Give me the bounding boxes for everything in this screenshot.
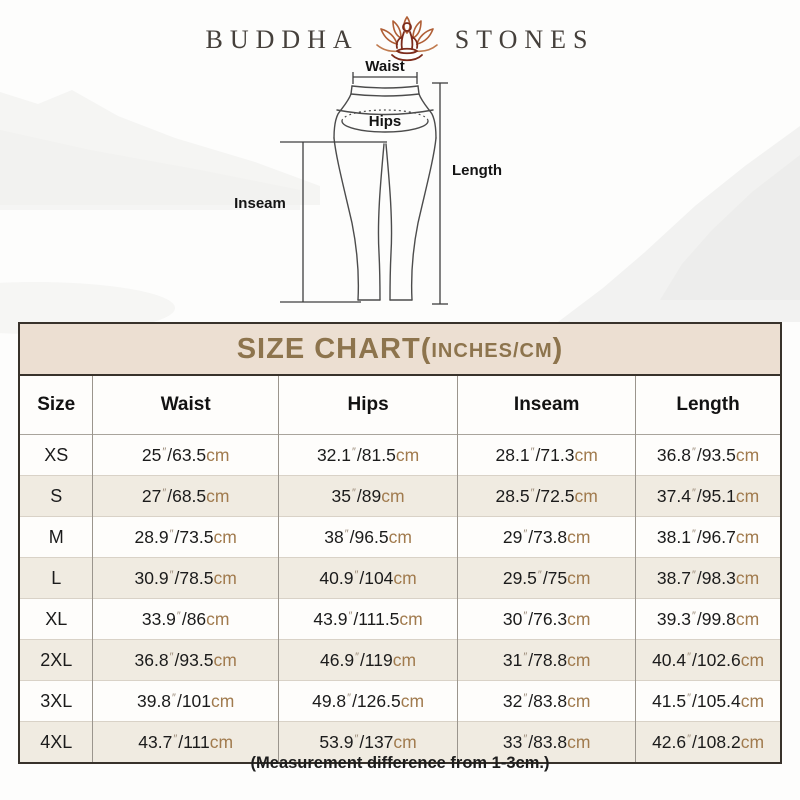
cell-inseam: 32″/83.8cm	[457, 680, 636, 722]
column-header-inseam: Inseam	[457, 376, 636, 435]
cell-size: M	[20, 516, 93, 558]
size-chart: SIZE CHART(INCHES/CM) Size Waist Hips In…	[18, 322, 782, 764]
hips-ellipse	[341, 120, 429, 133]
cell-length: 41.5″/105.4cm	[635, 680, 780, 722]
table-row: L 30.9″/78.5cm 40.9″/104cm 29.5″/75cm 38.7″/…	[20, 557, 780, 599]
size-chart-title: SIZE CHART(INCHES/CM)	[20, 324, 780, 376]
cell-hips: 53.9″/137cm	[277, 721, 458, 762]
cell-waist: 36.8″/93.5cm	[92, 639, 279, 681]
cell-waist: 33.9″/86cm	[92, 598, 279, 640]
brand-name-left: BUDDHA	[205, 25, 359, 54]
cell-size: 2XL	[20, 639, 93, 681]
size-diagram: Waist Hips Inseam Length	[234, 58, 502, 305]
cell-size: XL	[20, 598, 93, 640]
cell-size: L	[20, 557, 93, 599]
cell-hips: 43.9″/111.5cm	[277, 598, 458, 640]
title-main: SIZE CHART(	[236, 332, 432, 365]
cell-inseam: 28.5″/72.5cm	[457, 475, 636, 517]
cell-waist: 30.9″/78.5cm	[92, 557, 279, 599]
cell-inseam: 31″/78.8cm	[457, 639, 636, 681]
cell-waist: 39.8″/101cm	[92, 680, 279, 722]
cell-inseam: 29.5″/75cm	[457, 557, 636, 599]
column-header-length: Length	[635, 376, 780, 435]
inseam-label: Inseam	[234, 195, 286, 212]
cell-hips: 46.9″/119cm	[277, 639, 458, 681]
column-header-waist: Waist	[92, 376, 279, 435]
cell-size: 4XL	[20, 721, 93, 762]
cell-inseam: 28.1″/71.3cm	[457, 434, 636, 476]
cell-size: XS	[20, 434, 93, 476]
cell-size: 3XL	[20, 680, 93, 722]
length-label: Length	[452, 162, 502, 179]
cell-hips: 32.1″/81.5cm	[277, 434, 458, 476]
cell-hips: 40.9″/104cm	[277, 557, 458, 599]
table-row: M 28.9″/73.5cm 38″/96.5cm 29″/73.8cm 38.1″/9…	[20, 516, 780, 558]
brand-name-right: STONES	[454, 25, 595, 54]
cell-inseam: 33″/83.8cm	[457, 721, 636, 762]
lotus-meditation-icon	[375, 16, 438, 62]
table-row: 4XL 43.7″/111cm 53.9″/137cm 33″/83.8cm 42.6″…	[20, 721, 780, 762]
cell-length: 38.1″/96.7cm	[635, 516, 780, 558]
cell-hips: 38″/96.5cm	[277, 516, 458, 558]
cell-waist: 43.7″/111cm	[92, 721, 279, 762]
waist-label: Waist	[365, 58, 404, 75]
table-row: 2XL 36.8″/93.5cm 46.9″/119cm 31″/78.8cm 40.4…	[20, 639, 780, 681]
cell-length: 42.6″/108.2cm	[635, 721, 780, 762]
cell-inseam: 30″/76.3cm	[457, 598, 636, 640]
hips-label: Hips	[369, 113, 402, 130]
cell-length: 36.8″/93.5cm	[635, 434, 780, 476]
header-row: Size Waist Hips Inseam Length	[20, 376, 780, 435]
measurement-note: (Measurement difference from 1-3cm.)	[250, 754, 550, 772]
cell-length: 38.7″/98.3cm	[635, 557, 780, 599]
size-table-body: XS 25″/63.5cm 32.1″/81.5cm 28.1″/71.3cm 36.8…	[20, 434, 780, 762]
cell-hips: 49.8″/126.5cm	[277, 680, 458, 722]
length-measure-lines	[432, 82, 448, 305]
title-unit: INCHES/CM	[431, 339, 553, 362]
brand-logo: BUDDHA STONES	[0, 12, 800, 68]
table-row: S 27″/68.5cm 35″/89cm 28.5″/72.5cm 37.4″/95.…	[20, 475, 780, 517]
cell-length: 39.3″/99.8cm	[635, 598, 780, 640]
column-header-size: Size	[20, 376, 93, 435]
cell-length: 37.4″/95.1cm	[635, 475, 780, 517]
cell-size: S	[20, 475, 93, 517]
cell-hips: 35″/89cm	[277, 475, 458, 517]
column-header-hips: Hips	[277, 376, 458, 435]
cell-waist: 27″/68.5cm	[92, 475, 279, 517]
leggings-outline-drawing	[333, 85, 437, 301]
table-row: XL 33.9″/86cm 43.9″/111.5cm 30″/76.3cm 39.3″…	[20, 598, 780, 640]
cell-waist: 28.9″/73.5cm	[92, 516, 279, 558]
table-row: 3XL 39.8″/101cm 49.8″/126.5cm 32″/83.8cm 41.…	[20, 680, 780, 722]
cell-length: 40.4″/102.6cm	[635, 639, 780, 681]
inseam-measure-lines	[280, 141, 387, 303]
cell-waist: 25″/63.5cm	[92, 434, 279, 476]
title-close: )	[552, 332, 564, 365]
table-row: XS 25″/63.5cm 32.1″/81.5cm 28.1″/71.3cm 36.8…	[20, 434, 780, 476]
cell-inseam: 29″/73.8cm	[457, 516, 636, 558]
size-table: Size Waist Hips Inseam Length XS 25″/63.5…	[20, 376, 780, 762]
